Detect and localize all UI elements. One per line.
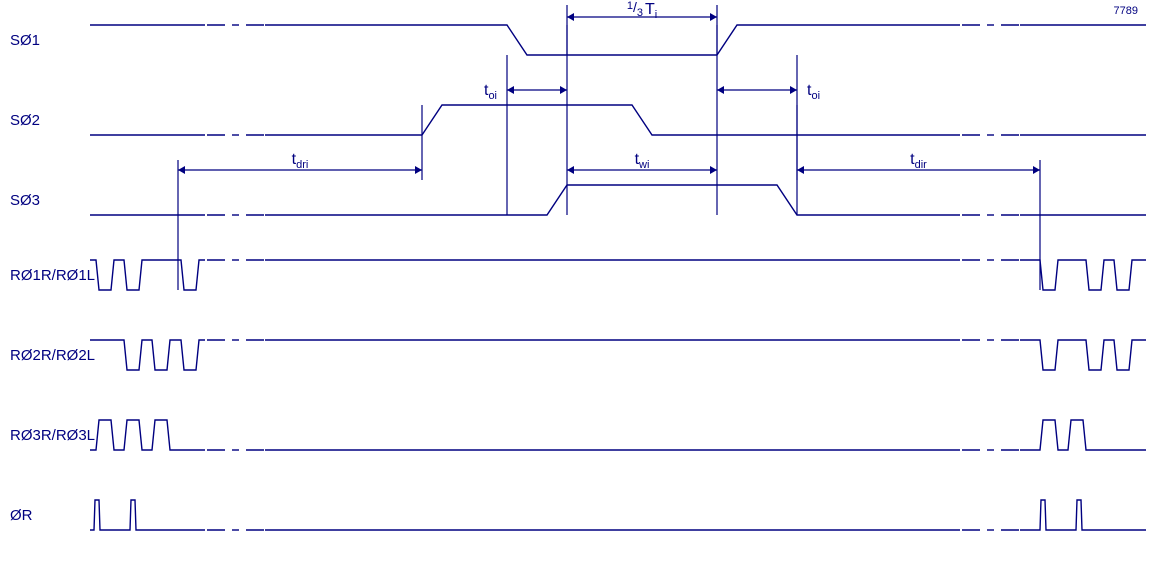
signal-label: SØ2 [10,112,40,129]
signal-label: RØ3R/RØ3L [10,427,95,444]
dim-label-twi: twi [635,151,650,171]
dim-label-toi-right: toi [807,82,820,102]
dim-label-toi-left: toi [484,82,497,102]
dim-label-one-third-Ti: 1/3Ti [627,0,657,21]
dim-label-tdri: tdri [292,151,309,171]
signal-label: RØ2R/RØ2L [10,347,95,364]
signal-label: SØ3 [10,192,40,209]
dim-label-tdir: tdir [910,151,927,171]
signal-label: ØR [10,507,33,524]
signal-label: SØ1 [10,32,40,49]
figure-number: 7789 [1114,5,1138,17]
signal-label: RØ1R/RØ1L [10,267,95,284]
